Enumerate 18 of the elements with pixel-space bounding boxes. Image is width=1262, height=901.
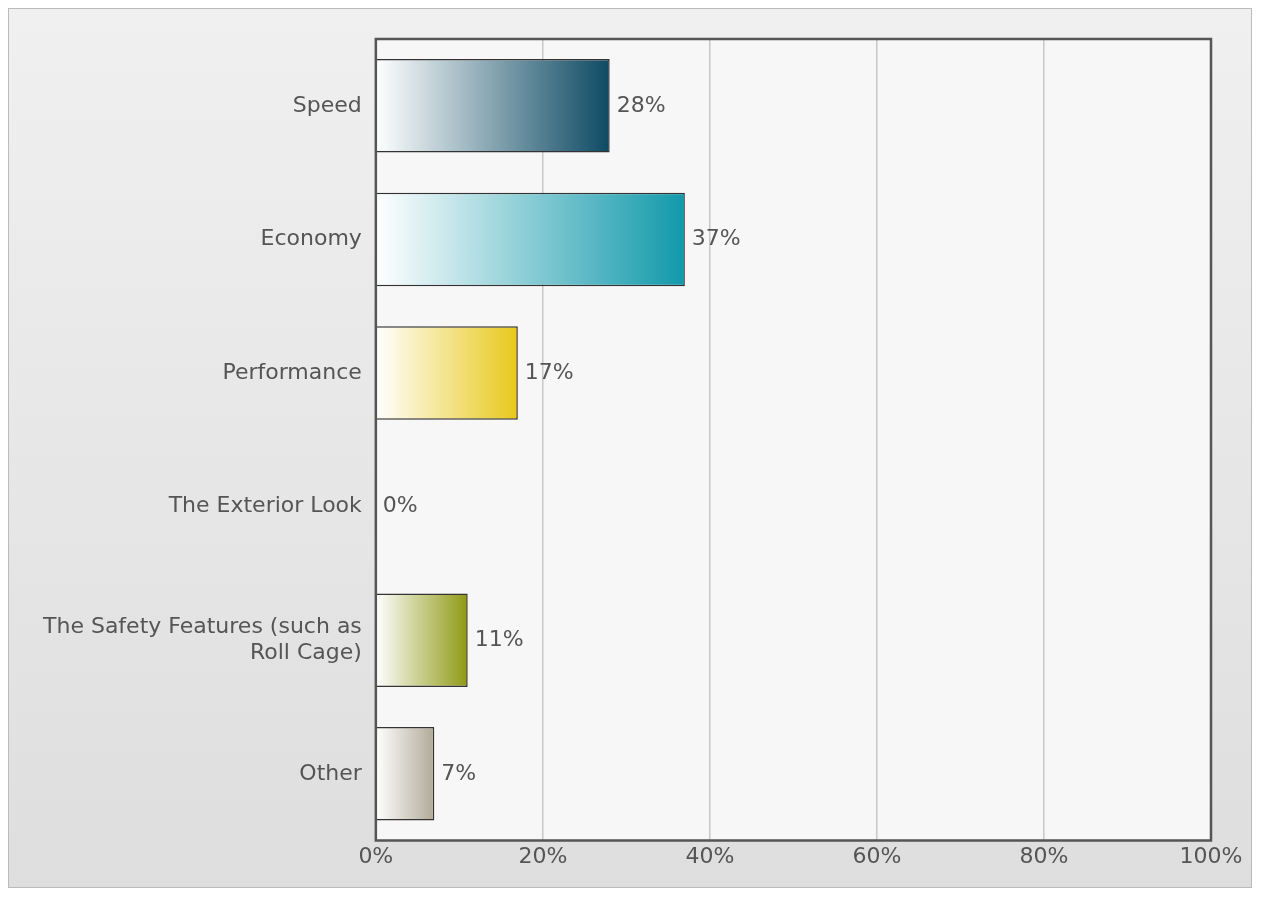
x-tick-label: 60%: [852, 842, 902, 868]
data-label: 11%: [474, 625, 524, 651]
y-tick-label: The Safety Features (such as Roll Cage): [42, 612, 362, 665]
x-tick-label: 0%: [358, 842, 394, 868]
data-label: 0%: [382, 492, 418, 518]
y-tick-label: Other: [299, 759, 363, 785]
x-tick-label: 20%: [518, 842, 568, 868]
y-tick-label: The Exterior Look: [167, 492, 363, 518]
x-tick-label: 80%: [1019, 842, 1069, 868]
y-tick-label: Speed: [292, 91, 362, 117]
y-tick-label: Performance: [222, 358, 362, 384]
y-tick-label: Economy: [260, 225, 362, 251]
data-label: 7%: [441, 759, 477, 785]
data-label: 17%: [524, 358, 574, 384]
x-tick-label: 40%: [685, 842, 735, 868]
x-tick-label: 100%: [1179, 842, 1243, 868]
data-label: 37%: [691, 225, 741, 251]
data-label: 28%: [616, 91, 666, 117]
